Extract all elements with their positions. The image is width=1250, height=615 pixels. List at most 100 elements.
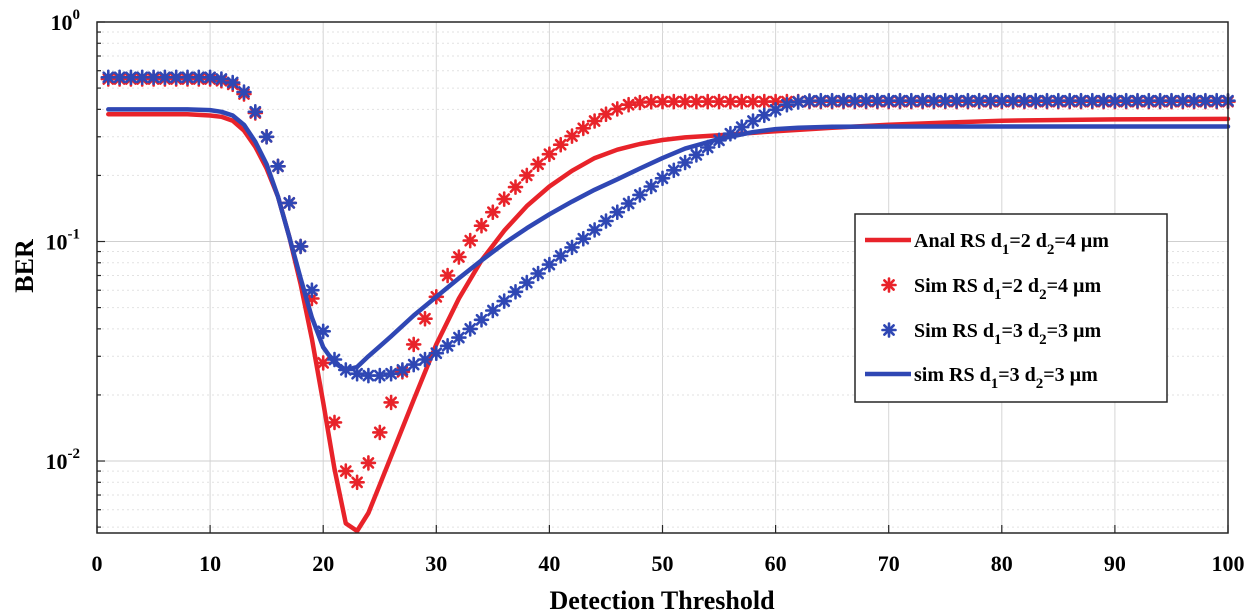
data-point — [191, 69, 207, 86]
data-point — [858, 92, 874, 109]
data-point — [779, 96, 795, 113]
data-point — [609, 101, 626, 117]
data-point — [349, 365, 365, 382]
data-point — [315, 323, 331, 340]
data-point — [519, 167, 535, 184]
data-point — [507, 179, 524, 195]
data-point — [496, 293, 512, 309]
data-point — [632, 187, 648, 203]
data-point — [745, 93, 761, 110]
data-point — [1163, 92, 1180, 109]
data-point — [666, 162, 682, 179]
data-point — [756, 107, 773, 124]
data-point — [982, 92, 999, 109]
data-point — [1118, 92, 1134, 109]
data-point — [541, 146, 558, 162]
y-tick-label: 10-2 — [46, 446, 81, 474]
legend-box — [854, 213, 1168, 403]
data-point — [666, 93, 682, 110]
data-point — [439, 338, 456, 354]
data-point — [123, 69, 139, 86]
data-point — [383, 394, 399, 411]
data-point — [236, 84, 252, 100]
data-point — [1186, 92, 1202, 109]
data-point — [654, 93, 671, 110]
data-point — [1129, 92, 1146, 109]
legend-swatch — [881, 322, 897, 338]
x-tick-label: 30 — [425, 551, 447, 576]
data-point — [598, 213, 614, 229]
data-point — [880, 92, 897, 109]
data-point — [179, 69, 196, 86]
data-point — [869, 92, 886, 109]
data-point — [372, 424, 388, 441]
x-tick-label: 0 — [92, 551, 103, 576]
data-point — [948, 92, 965, 109]
data-point — [960, 92, 976, 109]
y-tick-label: 100 — [51, 7, 81, 35]
data-point — [620, 195, 637, 212]
data-point — [485, 204, 501, 220]
data-point — [292, 238, 309, 255]
data-point — [1084, 92, 1101, 109]
data-point — [485, 302, 501, 319]
data-point — [575, 230, 592, 247]
data-point — [1095, 92, 1112, 109]
data-point — [462, 321, 478, 337]
data-point — [733, 93, 750, 110]
series-3 — [100, 69, 1236, 384]
x-tick-label: 60 — [765, 551, 787, 576]
data-point — [157, 69, 173, 86]
data-point — [258, 129, 275, 145]
data-point — [586, 113, 603, 129]
data-point — [552, 248, 569, 264]
x-tick-label: 80 — [991, 551, 1013, 576]
data-point — [994, 92, 1010, 109]
data-point — [1197, 92, 1214, 109]
legend-label: Sim RS d1=2 d2=4 µm — [914, 275, 1101, 303]
data-point — [507, 284, 524, 300]
x-tick-label: 70 — [878, 551, 900, 576]
legend-label: Sim RS d1=3 d2=3 µm — [914, 320, 1101, 348]
data-point — [643, 178, 659, 195]
legend-label: sim RS d1=3 d2=3 µm — [914, 364, 1098, 392]
data-point — [586, 222, 603, 238]
data-point — [417, 310, 433, 327]
data-point — [270, 158, 286, 175]
data-point — [722, 125, 739, 142]
data-point — [530, 156, 546, 172]
data-point — [813, 92, 829, 109]
legend-swatch — [881, 277, 897, 293]
data-point — [1175, 92, 1191, 109]
data-point — [835, 92, 852, 109]
data-point — [620, 96, 637, 113]
data-point — [1027, 92, 1044, 109]
x-tick-label: 100 — [1212, 551, 1245, 576]
data-point — [372, 367, 388, 384]
data-point — [1141, 92, 1157, 109]
data-point — [247, 104, 264, 120]
data-point — [711, 93, 727, 110]
data-point — [824, 92, 840, 109]
data-point — [971, 92, 987, 109]
data-point — [1152, 92, 1168, 109]
data-point — [847, 92, 863, 109]
data-point — [315, 355, 331, 371]
data-point — [360, 455, 377, 471]
data-point — [745, 113, 761, 129]
data-point — [722, 93, 739, 110]
data-point — [428, 345, 445, 361]
data-point — [473, 312, 490, 328]
data-point — [281, 195, 298, 211]
data-point — [405, 336, 422, 353]
axes: 0 10 20 30 40 50 60 70 80 90 100 100 10-1 10-2 — [46, 7, 1245, 576]
data-point — [609, 204, 626, 220]
data-point — [394, 362, 411, 378]
data-point — [451, 329, 467, 346]
data-point — [767, 102, 784, 118]
data-point — [405, 356, 422, 373]
data-point — [304, 290, 320, 307]
data-point — [756, 93, 773, 110]
data-point — [688, 147, 705, 163]
